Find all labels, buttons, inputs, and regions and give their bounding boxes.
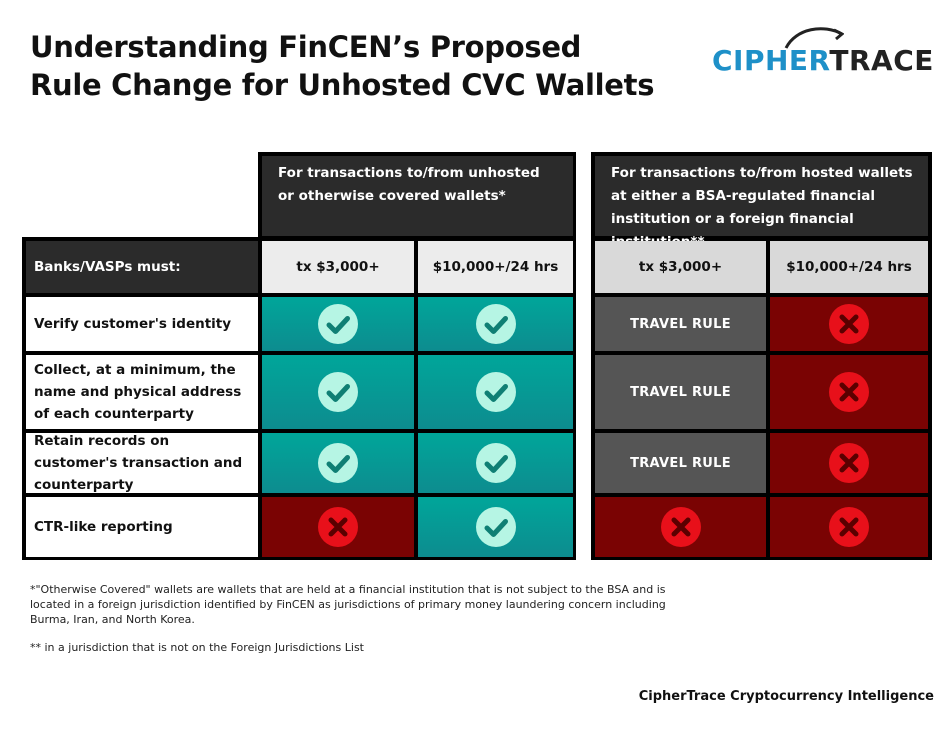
row-label-collect-name-address: Collect, at a minimum, the name and phys… [26, 355, 258, 429]
column-header-hosted-3000: tx $3,000+ [595, 241, 766, 293]
cell-ctr-unhosted-10000 [418, 497, 573, 557]
cell-verify-unhosted-10000 [418, 297, 573, 351]
check-icon [318, 304, 358, 344]
row-label-text: Retain records on customer's transaction… [34, 433, 243, 493]
group-header-unhosted: For transactions to/from unhosted or oth… [262, 156, 573, 236]
column-header-unhosted-10000: $10,000+/24 hrs [418, 241, 573, 293]
check-icon [475, 372, 516, 412]
row-label-retain-records: Retain records on customer's transaction… [26, 433, 258, 493]
logo-text-trace: TRACE [829, 44, 934, 77]
cell-ctr-unhosted-3000 [262, 497, 414, 557]
cross-icon [829, 304, 869, 344]
logo-wordmark: CIPHERTRACE [712, 44, 934, 77]
cross-icon [829, 443, 869, 483]
cross-icon [660, 507, 701, 547]
column-header-label: $10,000+/24 hrs [432, 259, 559, 275]
logo-text-cipher: CIPHER [712, 44, 830, 77]
row-label-verify-identity: Verify customer's identity [26, 297, 258, 351]
check-icon [475, 304, 516, 344]
group-header-unhosted-text: For transactions to/from unhosted or oth… [278, 165, 540, 204]
cell-verify-hosted-10000 [770, 297, 928, 351]
group-header-hosted: For transactions to/from hosted wallets … [595, 156, 928, 250]
logo-swoosh-icon [784, 27, 844, 49]
ciphertrace-logo: CIPHERTRACE [712, 26, 933, 96]
row-label-ctr-reporting: CTR-like reporting [26, 497, 258, 557]
cell-verify-hosted-3000: TRAVEL RULE [595, 297, 766, 351]
cell-ctr-hosted-3000 [595, 497, 766, 557]
row-label-text: Verify customer's identity [34, 316, 232, 332]
column-header-hosted-10000: $10,000+/24 hrs [770, 241, 928, 293]
title-line-1: Understanding FinCEN’s Proposed [30, 30, 582, 64]
cell-verify-unhosted-3000 [262, 297, 414, 351]
page-title: Understanding FinCEN’s Proposed Rule Cha… [30, 28, 655, 104]
cell-collect-hosted-10000 [770, 355, 928, 429]
cell-ctr-hosted-10000 [770, 497, 928, 557]
title-line-2: Rule Change for Unhosted CVC Wallets [30, 68, 655, 102]
check-icon [318, 372, 358, 412]
check-icon [318, 443, 358, 483]
row-label-text: Collect, at a minimum, the name and phys… [34, 362, 242, 422]
column-header-label: tx $3,000+ [638, 259, 723, 275]
cell-collect-unhosted-10000 [418, 355, 573, 429]
cell-collect-hosted-3000: TRAVEL RULE [595, 355, 766, 429]
travel-rule-label: TRAVEL RULE [630, 384, 731, 400]
cell-collect-unhosted-3000 [262, 355, 414, 429]
footnote-otherwise-covered: *"Otherwise Covered" wallets are wallets… [30, 583, 666, 626]
cell-retain-hosted-10000 [770, 433, 928, 493]
row-header-label: Banks/VASPs must: [34, 259, 181, 275]
travel-rule-label: TRAVEL RULE [630, 316, 731, 332]
cross-icon [829, 507, 869, 547]
check-icon [475, 443, 516, 483]
column-header-unhosted-3000: tx $3,000+ [262, 241, 414, 293]
cell-retain-hosted-3000: TRAVEL RULE [595, 433, 766, 493]
cell-retain-unhosted-10000 [418, 433, 573, 493]
row-header-banks: Banks/VASPs must: [26, 241, 258, 293]
footnote-jurisdiction: ** in a jurisdiction that is not on the … [30, 641, 364, 654]
footer-credit: CipherTrace Cryptocurrency Intelligence [638, 689, 934, 704]
cross-icon [829, 372, 869, 412]
travel-rule-label: TRAVEL RULE [630, 455, 731, 471]
row-label-text: CTR-like reporting [34, 519, 173, 535]
column-header-label: $10,000+/24 hrs [786, 259, 912, 275]
column-header-label: tx $3,000+ [296, 259, 380, 275]
check-icon [475, 507, 516, 547]
cross-icon [318, 507, 358, 547]
cell-retain-unhosted-3000 [262, 433, 414, 493]
